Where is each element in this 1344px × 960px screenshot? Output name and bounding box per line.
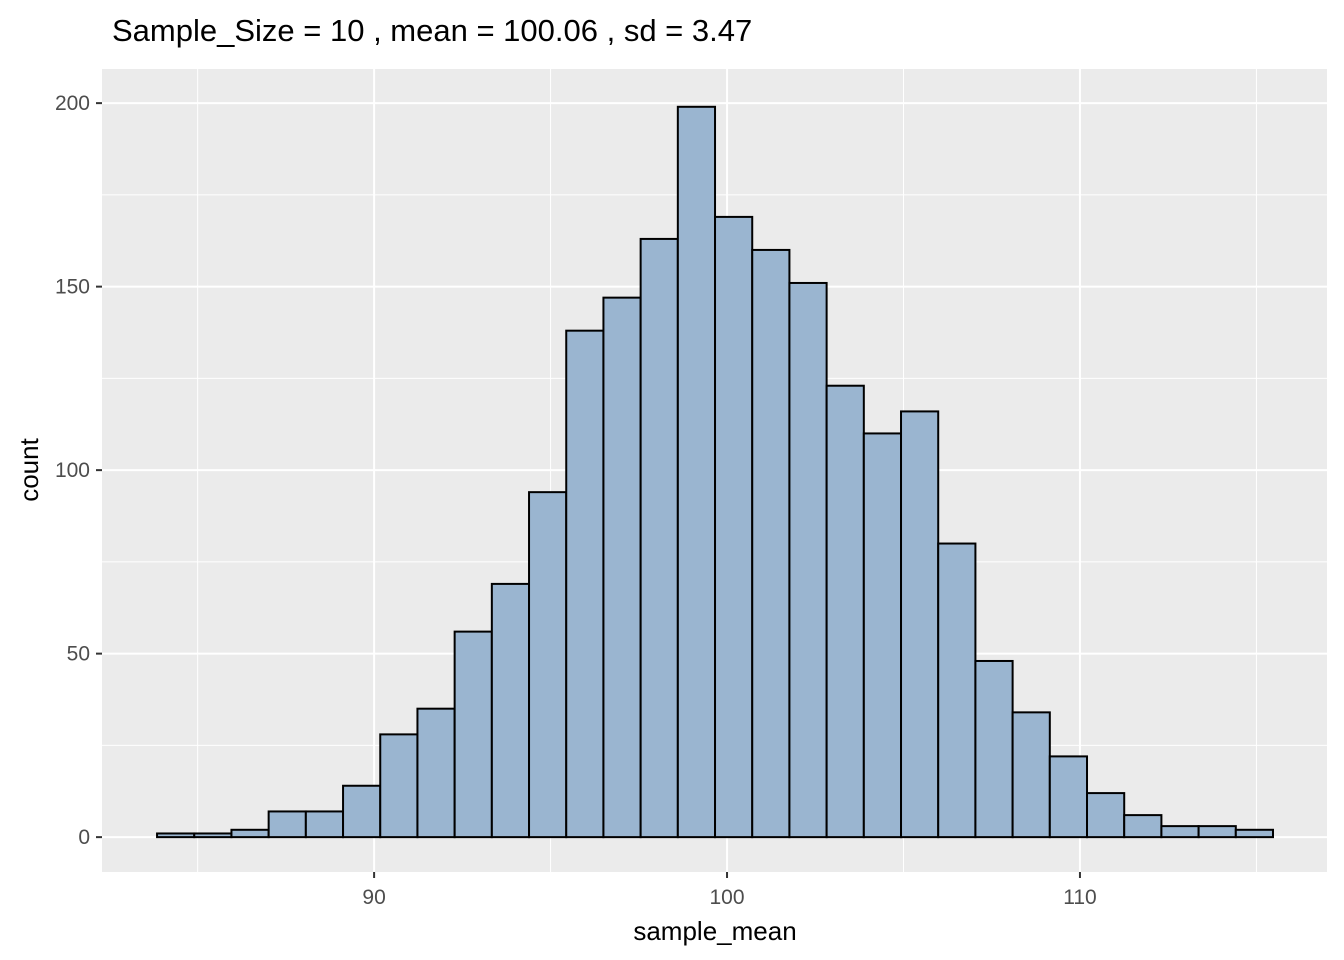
histogram-bar — [565, 329, 605, 839]
histogram-bar — [416, 707, 456, 839]
histogram-bar — [304, 810, 345, 839]
histogram-bar — [862, 432, 903, 839]
histogram-bar — [788, 281, 828, 839]
histogram-bar — [193, 832, 233, 839]
x-axis-label: sample_mean — [633, 916, 796, 946]
histogram-bar — [1086, 792, 1126, 839]
histogram-bar — [379, 733, 419, 839]
histogram-bar — [1160, 825, 1200, 839]
histogram-bar — [1197, 825, 1237, 839]
histogram-bar — [490, 582, 531, 839]
histogram-bar — [825, 384, 865, 839]
y-tick-label: 50 — [67, 643, 90, 666]
histogram-bar — [676, 105, 717, 839]
histogram-bar — [528, 491, 568, 839]
histogram-bar — [1234, 828, 1275, 839]
histogram-bar — [230, 828, 270, 839]
histogram-bar — [900, 410, 940, 839]
x-tick-label: 100 — [710, 886, 745, 909]
y-tick-label: 0 — [78, 826, 90, 849]
y-tick-label: 200 — [55, 92, 90, 115]
chart-title: Sample_Size = 10 , mean = 100.06 , sd = … — [112, 13, 752, 48]
y-axis-label: count — [14, 437, 44, 501]
histogram-bar — [639, 237, 679, 839]
x-tick-label: 90 — [362, 886, 385, 909]
histogram-bar — [342, 784, 382, 839]
histogram-bar — [156, 832, 196, 839]
histogram-bar — [602, 296, 642, 839]
histogram-bar — [1048, 755, 1089, 839]
histogram-bar — [974, 659, 1014, 839]
y-tick-label: 150 — [55, 276, 90, 299]
x-tick-label: 110 — [1063, 886, 1096, 909]
histogram-bar — [751, 248, 791, 839]
histogram-bar — [1011, 711, 1051, 839]
histogram-bar — [453, 630, 493, 839]
histogram-bar — [937, 542, 977, 839]
histogram-bar — [714, 215, 754, 839]
histogram-bar — [1123, 814, 1163, 839]
histogram-bar — [267, 810, 307, 839]
y-tick-label: 100 — [55, 459, 90, 482]
